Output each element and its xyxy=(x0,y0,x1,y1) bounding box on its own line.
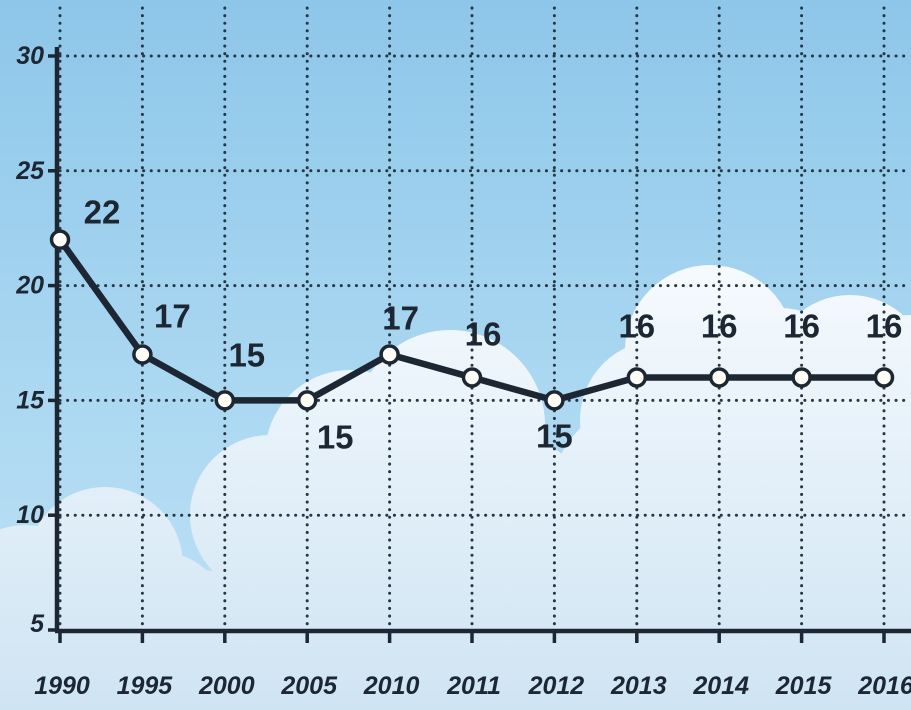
data-point-marker xyxy=(873,367,895,388)
data-point-marker xyxy=(132,344,153,365)
data-label: 16 xyxy=(701,307,738,344)
x-tick-label: 2011 xyxy=(446,672,501,700)
x-axis-labels: 1990 1995 2000 2005 2010 2011 2012 2013 2014 2015… xyxy=(34,672,911,700)
data-point-marker xyxy=(214,390,236,411)
x-tick-label: 1990 xyxy=(34,672,90,700)
axes xyxy=(48,47,911,643)
data-label: 17 xyxy=(154,297,191,334)
data-label: 22 xyxy=(84,194,121,231)
y-tick-label: 20 xyxy=(15,272,44,300)
data-label: 15 xyxy=(228,336,265,373)
y-axis-labels: 5 10 15 20 25 30 xyxy=(15,42,45,638)
x-tick-label: 2016 xyxy=(857,672,911,700)
data-label: 16 xyxy=(465,315,502,352)
data-labels: 22 17 15 15 17 16 15 16 16 16 16 xyxy=(84,194,903,456)
x-tick-label: 2013 xyxy=(610,672,667,700)
data-point-marker xyxy=(791,367,812,388)
data-points xyxy=(49,229,895,411)
data-label: 17 xyxy=(382,299,419,336)
y-tick-label: 5 xyxy=(30,610,45,638)
x-tick-label: 2014 xyxy=(692,672,749,700)
y-tick-label: 15 xyxy=(16,386,45,414)
x-tick-label: 2015 xyxy=(775,672,833,700)
x-tick-label: 2000 xyxy=(198,672,255,700)
data-point-marker xyxy=(296,390,318,411)
cloud-base xyxy=(0,640,911,710)
x-tick-label: 1995 xyxy=(117,672,174,700)
data-point-marker xyxy=(626,367,648,388)
data-point-marker xyxy=(708,367,730,388)
data-point-marker xyxy=(49,229,71,250)
x-tick-label: 2010 xyxy=(363,672,420,700)
clouds-decoration xyxy=(0,265,911,710)
data-point-marker xyxy=(461,367,483,388)
y-tick-label: 30 xyxy=(16,42,44,70)
data-label: 16 xyxy=(783,307,820,344)
y-tick-label: 25 xyxy=(15,157,45,185)
x-tick-label: 2005 xyxy=(280,672,338,700)
y-tick-label: 10 xyxy=(16,501,44,529)
data-label: 15 xyxy=(317,418,354,455)
x-tick-label: 2012 xyxy=(528,672,585,700)
data-label: 16 xyxy=(866,307,903,344)
data-point-marker xyxy=(544,390,565,411)
data-label: 15 xyxy=(536,417,573,454)
data-point-marker xyxy=(379,344,400,365)
gridlines xyxy=(58,6,910,630)
data-label: 16 xyxy=(618,307,655,344)
